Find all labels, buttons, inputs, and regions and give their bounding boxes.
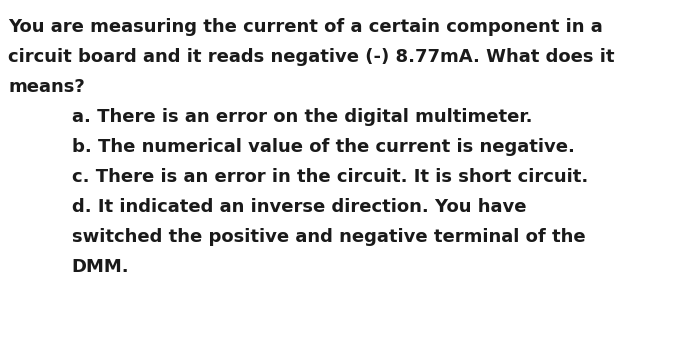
Text: DMM.: DMM.: [72, 258, 129, 276]
Text: c. There is an error in the circuit. It is short circuit.: c. There is an error in the circuit. It …: [72, 168, 588, 186]
Text: circuit board and it reads negative (-) 8.77mA. What does it: circuit board and it reads negative (-) …: [8, 48, 615, 66]
Text: switched the positive and negative terminal of the: switched the positive and negative termi…: [72, 228, 585, 246]
Text: You are measuring the current of a certain component in a: You are measuring the current of a certa…: [8, 18, 603, 36]
Text: a. There is an error on the digital multimeter.: a. There is an error on the digital mult…: [72, 108, 532, 126]
Text: d. It indicated an inverse direction. You have: d. It indicated an inverse direction. Yo…: [72, 198, 526, 216]
Text: b. The numerical value of the current is negative.: b. The numerical value of the current is…: [72, 138, 574, 156]
Text: means?: means?: [8, 78, 85, 96]
